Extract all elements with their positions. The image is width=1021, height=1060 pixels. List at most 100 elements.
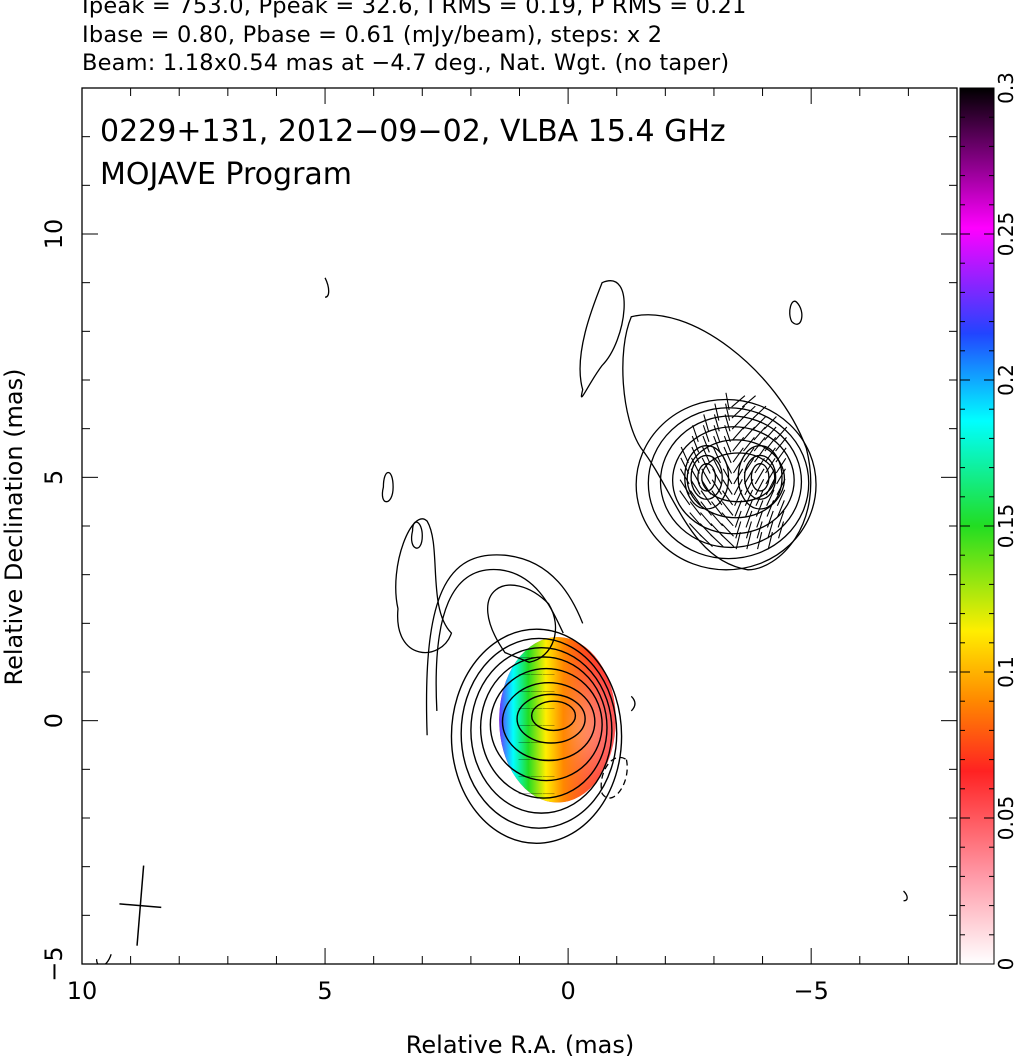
- evpa-tick: [732, 447, 744, 463]
- evpa-tick: [744, 489, 754, 506]
- evpa-tick: [778, 521, 785, 539]
- evpa-tick: [745, 500, 753, 517]
- evpa-tick: [722, 490, 734, 506]
- jet-contour: [671, 426, 795, 535]
- evpa-tick: [710, 534, 724, 548]
- jet-contour: [659, 415, 803, 549]
- evpa-tick: [725, 403, 731, 421]
- evpa-tick: [720, 534, 735, 548]
- x-tick-label: 5: [317, 977, 332, 1005]
- evpa-tick: [741, 395, 756, 408]
- evpa-tick: [744, 468, 754, 485]
- evpa-tick: [743, 447, 755, 463]
- evpa-tick: [721, 512, 734, 527]
- evpa-tick: [701, 479, 712, 495]
- x-tick-label: 0: [560, 977, 575, 1005]
- jet-contour: [701, 452, 776, 503]
- evpa-tick: [734, 489, 743, 506]
- evpa-tick: [710, 512, 723, 527]
- evpa-tick: [757, 531, 763, 550]
- evpa-tick: [691, 457, 700, 474]
- evpa-tick: [742, 416, 756, 430]
- evpa-tick: [733, 479, 743, 496]
- evpa-tick: [754, 468, 765, 485]
- evpa-tick: [755, 479, 765, 496]
- evpa-tick: [767, 521, 774, 539]
- core-contour: [479, 656, 608, 799]
- evpa-tick: [711, 490, 723, 506]
- evpa-tick: [753, 416, 767, 430]
- evpa-tick: [711, 501, 723, 516]
- header-line-1: Ipeak = 753.0, Ppeak = 32.6, I RMS = 0.1…: [82, 0, 747, 19]
- evpa-tick: [734, 510, 742, 528]
- evpa-tick: [763, 416, 777, 430]
- evpa-tick: [742, 426, 756, 441]
- evpa-tick: [776, 479, 786, 496]
- low-level-contour: [903, 890, 908, 902]
- evpa-tick: [700, 512, 713, 527]
- jet-contour: [635, 398, 817, 571]
- pol-edge-gradient: [499, 637, 616, 803]
- evpa-tick: [699, 523, 713, 537]
- evpa-tick: [689, 523, 702, 537]
- evpa-tick: [723, 435, 732, 453]
- evpa-tick: [724, 414, 731, 432]
- evpa-tick: [777, 510, 785, 528]
- evpa-tick: [756, 510, 764, 528]
- beam-minor-axis: [119, 903, 162, 909]
- low-level-contour: [435, 568, 564, 711]
- low-level-contour: [579, 280, 625, 398]
- evpa-tick: [755, 500, 764, 517]
- evpa-tick: [725, 392, 730, 411]
- evpa-tick: [742, 405, 756, 419]
- jet-peak-contour: [743, 454, 777, 500]
- evpa-tick: [690, 468, 701, 485]
- evpa-tick: [699, 534, 713, 548]
- core-contour: [460, 637, 618, 829]
- evpa-tick: [691, 446, 700, 464]
- negative-contour: [600, 756, 628, 799]
- evpa-tick: [756, 521, 763, 539]
- evpa-tick: [776, 489, 786, 506]
- chart-title: 0229+131, 2012−09−02, VLBA 15.4 GHz: [100, 114, 726, 149]
- x-ticks: [81, 88, 958, 964]
- y-ticks: [82, 87, 957, 965]
- evpa-tick: [745, 510, 753, 528]
- core-contour: [516, 693, 586, 744]
- low-level-contour: [95, 954, 112, 964]
- colorbar-ticks: 0 0.05 0.1 0.15 0.2 0.25 0.3: [960, 72, 1018, 970]
- evpa-tick: [764, 447, 776, 463]
- evpa-tick: [767, 531, 773, 550]
- colorbar: 0 0.05 0.1 0.15 0.2 0.25 0.3: [959, 72, 1018, 970]
- evpa-tick: [713, 414, 720, 432]
- evpa-tick: [733, 468, 744, 485]
- evpa-tick: [712, 468, 722, 485]
- evpa-tick: [713, 435, 721, 453]
- colorbar-tick-label: 0.25: [994, 212, 1018, 257]
- evpa-tick: [711, 479, 723, 495]
- core-contour: [450, 628, 623, 845]
- y-tick-label: 5: [40, 470, 68, 485]
- y-tick-labels: −5 0 5 10: [40, 219, 68, 982]
- evpa-tick: [732, 437, 745, 452]
- colorbar-tick-label: 0.15: [994, 504, 1018, 549]
- core-contour: [530, 700, 577, 732]
- beam-cross: [119, 865, 162, 946]
- evpa-tick: [765, 468, 776, 485]
- evpa-tick: [766, 489, 775, 506]
- evpa-tick: [701, 457, 711, 474]
- evpa-tick: [689, 490, 701, 506]
- evpa-tick: [700, 490, 712, 506]
- plot-area: 0229+131, 2012−09−02, VLBA 15.4 GHz MOJA…: [81, 87, 958, 965]
- evpa-tick: [746, 531, 752, 550]
- evpa-tick: [691, 435, 700, 453]
- evpa-tick: [775, 447, 787, 463]
- polarization-vectors: [518, 392, 788, 795]
- evpa-tick: [679, 479, 690, 495]
- evpa-tick: [764, 437, 777, 452]
- evpa-tick: [765, 458, 776, 474]
- evpa-tick: [755, 489, 764, 506]
- evpa-tick: [777, 500, 785, 517]
- evpa-tick: [776, 468, 786, 485]
